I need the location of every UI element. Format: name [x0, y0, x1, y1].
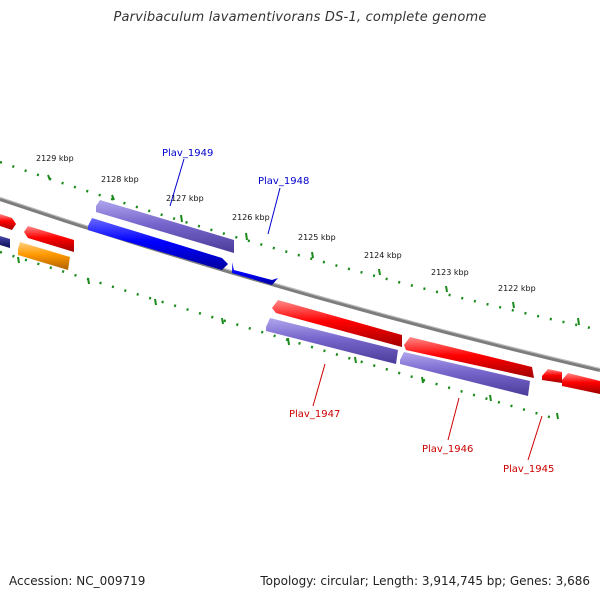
gene-label[interactable]: Plav_1946: [422, 444, 473, 455]
lower-major-ticks: [17, 256, 559, 420]
scale-label: 2122 kbp: [498, 284, 536, 293]
scale-label: 2124 kbp: [364, 251, 402, 260]
gene-label[interactable]: Plav_1948: [258, 176, 309, 187]
genome-summary-text: Topology: circular; Length: 3,914,745 bp…: [260, 574, 590, 588]
gene-blue[interactable]: [232, 262, 278, 285]
lower-tick-track: [0, 250, 561, 422]
gene-forward[interactable]: [24, 226, 74, 252]
gene-forward[interactable]: [562, 373, 600, 394]
gene-orange[interactable]: [18, 242, 70, 270]
gene-forward[interactable]: [542, 369, 562, 383]
scale-label: 2123 kbp: [431, 268, 469, 277]
accession-text: Accession: NC_009719: [9, 574, 146, 588]
upper-tick-track: [0, 160, 600, 332]
scale-label: 2125 kbp: [298, 233, 336, 242]
map-title: Parvibaculum lavamentivorans DS-1, compl…: [113, 10, 487, 25]
scale-label: 2129 kbp: [36, 154, 74, 163]
scale-labels: 2129 kbp 2128 kbp 2127 kbp 2126 kbp 2125…: [36, 154, 536, 293]
gene-dark[interactable]: [0, 236, 10, 248]
gene-forward[interactable]: [404, 337, 534, 378]
genome-backbone: [0, 197, 600, 372]
gene-purple[interactable]: [266, 318, 398, 364]
gene-forward[interactable]: [272, 300, 402, 347]
upper-major-ticks: [47, 174, 580, 326]
gene-blue[interactable]: [88, 218, 228, 270]
scale-label: 2128 kbp: [101, 175, 139, 184]
gene-forward[interactable]: [0, 214, 16, 230]
gene-label[interactable]: Plav_1949: [162, 148, 213, 159]
gene-purple[interactable]: [96, 200, 234, 253]
gene-label[interactable]: Plav_1945: [503, 464, 554, 475]
label-callouts: [169, 158, 543, 461]
scale-label: 2127 kbp: [166, 194, 204, 203]
scale-label: 2126 kbp: [232, 213, 270, 222]
gene-purple[interactable]: [400, 352, 530, 396]
gene-label[interactable]: Plav_1947: [289, 409, 340, 420]
